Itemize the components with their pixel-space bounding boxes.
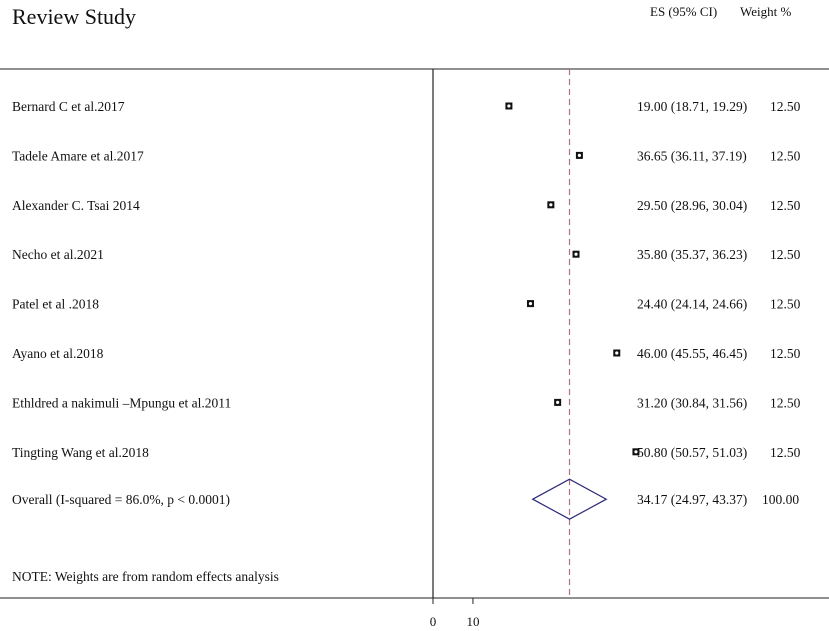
study-point-center xyxy=(556,400,560,404)
study-es-ci: 29.50 (28.96, 30.04) xyxy=(637,198,747,213)
study-es-ci: 31.20 (30.84, 31.56) xyxy=(637,395,747,410)
x-axis: 0 10 xyxy=(0,597,829,629)
study-weight: 12.50 xyxy=(770,99,801,114)
overall-row: Overall (I-squared = 86.0%, p < 0.0001) 3… xyxy=(12,478,799,520)
study-es-ci: 46.00 (45.55, 46.45) xyxy=(637,346,747,361)
study-row: Alexander C. Tsai 2014 29.50 (28.96, 30.0… xyxy=(12,198,801,213)
x-tick-label: 0 xyxy=(430,614,437,629)
study-row: Patel et al .2018 24.40 (24.14, 24.66) 12.… xyxy=(12,297,801,312)
study-es-ci: 50.80 (50.57, 51.03) xyxy=(637,445,747,460)
study-row: Ayano et al.2018 46.00 (45.55, 46.45) 12.5… xyxy=(12,346,801,361)
es-column-header: ES (95% CI) xyxy=(650,4,717,19)
study-point-center xyxy=(574,252,578,256)
study-point-center xyxy=(615,351,619,355)
overall-label: Overall (I-squared = 86.0%, p < 0.0001) xyxy=(12,492,230,507)
study-point-center xyxy=(507,104,511,108)
study-rows: Bernard C et al.2017 19.00 (18.71, 19.29)… xyxy=(12,99,801,460)
study-weight: 12.50 xyxy=(770,346,801,361)
study-weight: 12.50 xyxy=(770,148,801,163)
footnote: NOTE: Weights are from random effects an… xyxy=(12,569,279,584)
study-weight: 12.50 xyxy=(770,395,801,410)
plot-header: Review Study ES (95% CI) Weight % xyxy=(12,4,791,29)
overall-weight: 100.00 xyxy=(762,492,799,507)
study-weight: 12.50 xyxy=(770,445,801,460)
study-weight: 12.50 xyxy=(770,198,801,213)
study-point-center xyxy=(528,302,533,306)
study-point-center xyxy=(549,203,553,207)
study-label: Tingting Wang et al.2018 xyxy=(12,445,149,460)
study-row: Bernard C et al.2017 19.00 (18.71, 19.29)… xyxy=(12,99,801,114)
study-weight: 12.50 xyxy=(770,297,801,312)
study-row: Necho et al.2021 35.80 (35.37, 36.23) 12.5… xyxy=(12,247,801,262)
x-tick-label: 10 xyxy=(466,614,479,629)
overall-es-ci: 34.17 (24.97, 43.37) xyxy=(637,492,747,507)
overall-diamond xyxy=(531,478,608,520)
study-label: Necho et al.2021 xyxy=(12,247,104,262)
weight-column-header: Weight % xyxy=(740,4,791,19)
reference-lines xyxy=(432,69,571,598)
study-label: Bernard C et al.2017 xyxy=(12,99,125,114)
study-es-ci: 19.00 (18.71, 19.29) xyxy=(637,99,747,114)
study-row: Ethldred a nakimuli –Mpungu et al.2011 31… xyxy=(12,395,801,410)
study-weight: 12.50 xyxy=(770,247,801,262)
study-point-center xyxy=(577,153,582,157)
study-label: Ethldred a nakimuli –Mpungu et al.2011 xyxy=(12,395,231,410)
study-label: Ayano et al.2018 xyxy=(12,346,104,361)
study-point-center xyxy=(634,450,638,454)
study-label: Patel et al .2018 xyxy=(12,297,99,312)
study-row: Tingting Wang et al.2018 50.80 (50.57, 51… xyxy=(12,445,801,460)
study-label: Alexander C. Tsai 2014 xyxy=(12,198,140,213)
plot-title: Review Study xyxy=(12,4,136,29)
study-es-ci: 36.65 (36.11, 37.19) xyxy=(637,148,747,163)
study-es-ci: 24.40 (24.14, 24.66) xyxy=(637,297,747,312)
study-es-ci: 35.80 (35.37, 36.23) xyxy=(637,247,747,262)
study-label: Tadele Amare et al.2017 xyxy=(12,148,144,163)
study-row: Tadele Amare et al.2017 36.65 (36.11, 37.… xyxy=(12,148,801,163)
